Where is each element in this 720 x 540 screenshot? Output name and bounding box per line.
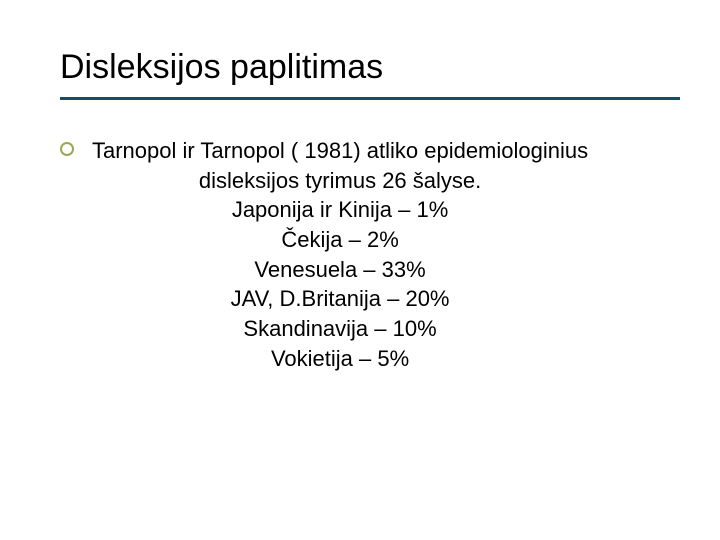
body-content: Tarnopol ir Tarnopol ( 1981) atliko epid… — [60, 136, 680, 374]
bullet-icon — [60, 142, 74, 156]
body-line: JAV, D.Britanija – 20% — [92, 284, 588, 314]
slide-title: Disleksijos paplitimas — [60, 48, 680, 87]
body-line: Vokietija – 5% — [92, 344, 588, 374]
body-line: Tarnopol ir Tarnopol ( 1981) atliko epid… — [92, 136, 588, 166]
slide: Disleksijos paplitimas Tarnopol ir Tarno… — [0, 0, 720, 540]
title-underline — [60, 97, 680, 100]
body-line: Venesuela – 33% — [92, 255, 588, 285]
body-line: Skandinavija – 10% — [92, 314, 588, 344]
body-line: Čekija – 2% — [92, 225, 588, 255]
body-line: disleksijos tyrimus 26 šalyse. — [92, 166, 588, 196]
body-line: Japonija ir Kinija – 1% — [92, 195, 588, 225]
body-text: Tarnopol ir Tarnopol ( 1981) atliko epid… — [92, 136, 588, 374]
